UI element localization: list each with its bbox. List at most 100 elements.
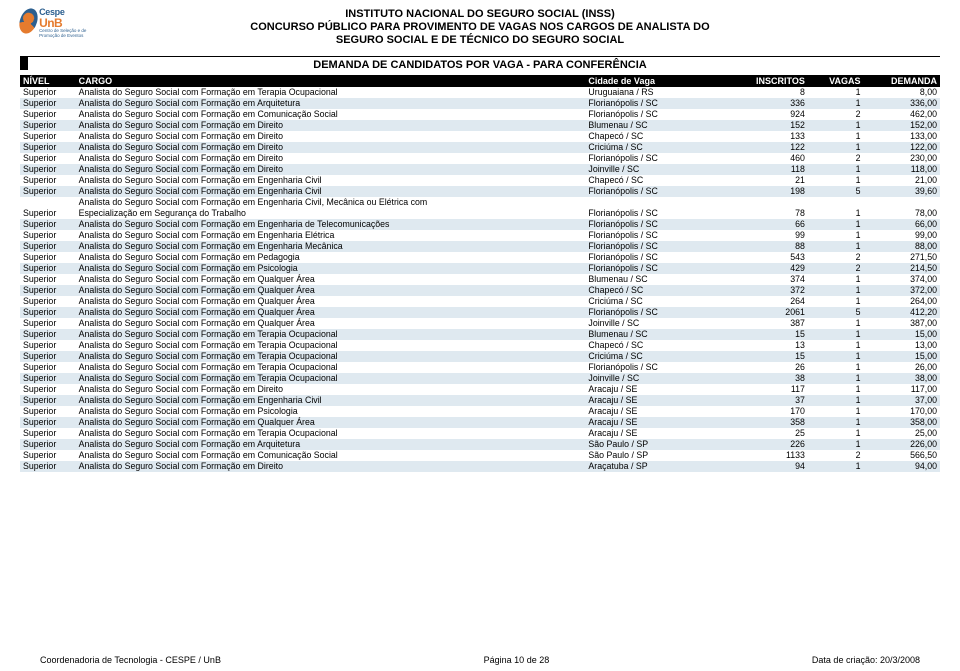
cell-nivel: Superior (20, 373, 76, 384)
cell-inscritos: 264 (736, 296, 808, 307)
cell-cidade: Florianópolis / SC (585, 219, 736, 230)
cell-inscritos: 26 (736, 362, 808, 373)
cell-inscritos: 460 (736, 153, 808, 164)
cell-cidade: Florianópolis / SC (585, 252, 736, 263)
cell-vagas: 1 (808, 241, 864, 252)
cell-nivel: Superior (20, 395, 76, 406)
cell-nivel: Superior (20, 164, 76, 175)
cell-nivel: Superior (20, 131, 76, 142)
cell-inscritos (736, 197, 808, 208)
cell-vagas: 1 (808, 417, 864, 428)
cell-vagas: 1 (808, 461, 864, 472)
table-row: SuperiorAnalista do Seguro Social com Fo… (20, 417, 940, 428)
table-row: SuperiorAnalista do Seguro Social com Fo… (20, 307, 940, 318)
cell-vagas: 1 (808, 230, 864, 241)
cell-nivel (20, 197, 76, 208)
cell-inscritos: 387 (736, 318, 808, 329)
logo-subtitle: Centro de Seleção e de Promoção de Event… (39, 29, 100, 38)
cell-cargo: Analista do Seguro Social com Formação e… (76, 307, 586, 318)
cell-cidade: Blumenau / SC (585, 329, 736, 340)
cell-cargo: Analista do Seguro Social com Formação e… (76, 417, 586, 428)
cell-cargo: Analista do Seguro Social com Formação e… (76, 406, 586, 417)
table-row: SuperiorAnalista do Seguro Social com Fo… (20, 153, 940, 164)
cell-inscritos: 13 (736, 340, 808, 351)
cell-vagas: 2 (808, 263, 864, 274)
cell-inscritos: 38 (736, 373, 808, 384)
cell-nivel: Superior (20, 362, 76, 373)
col-header-demanda: DEMANDA (863, 75, 940, 87)
cell-vagas: 1 (808, 395, 864, 406)
cell-nivel: Superior (20, 439, 76, 450)
cell-nivel: Superior (20, 142, 76, 153)
cell-vagas: 1 (808, 208, 864, 219)
cell-cidade: Aracaju / SE (585, 406, 736, 417)
cell-vagas: 1 (808, 318, 864, 329)
table-row: SuperiorAnalista do Seguro Social com Fo… (20, 241, 940, 252)
cell-cidade: Joinville / SC (585, 164, 736, 175)
table-row: SuperiorAnalista do Seguro Social com Fo… (20, 109, 940, 120)
table-row: SuperiorAnalista do Seguro Social com Fo… (20, 98, 940, 109)
cell-nivel: Superior (20, 296, 76, 307)
table-row: SuperiorAnalista do Seguro Social com Fo… (20, 428, 940, 439)
cell-inscritos: 226 (736, 439, 808, 450)
cell-cidade: Florianópolis / SC (585, 230, 736, 241)
table-row: SuperiorAnalista do Seguro Social com Fo… (20, 164, 940, 175)
cell-nivel: Superior (20, 219, 76, 230)
table-row: SuperiorAnalista do Seguro Social com Fo… (20, 384, 940, 395)
cell-vagas: 1 (808, 164, 864, 175)
cell-demanda (863, 197, 940, 208)
cell-vagas: 2 (808, 153, 864, 164)
cell-demanda: 122,00 (863, 142, 940, 153)
logo-swirl-icon (16, 6, 41, 36)
cell-nivel: Superior (20, 98, 76, 109)
cell-vagas: 1 (808, 274, 864, 285)
table-row: SuperiorAnalista do Seguro Social com Fo… (20, 406, 940, 417)
cell-nivel: Superior (20, 87, 76, 98)
cell-demanda: 37,00 (863, 395, 940, 406)
cell-inscritos: 66 (736, 219, 808, 230)
table-row: SuperiorAnalista do Seguro Social com Fo… (20, 318, 940, 329)
table-row: SuperiorAnalista do Seguro Social com Fo… (20, 87, 940, 98)
cell-inscritos: 37 (736, 395, 808, 406)
table-body: SuperiorAnalista do Seguro Social com Fo… (20, 87, 940, 472)
cell-cidade: Aracaju / SE (585, 384, 736, 395)
cell-nivel: Superior (20, 252, 76, 263)
cell-cidade: Florianópolis / SC (585, 109, 736, 120)
cell-cargo: Analista do Seguro Social com Formação e… (76, 252, 586, 263)
cell-demanda: 230,00 (863, 153, 940, 164)
cell-cidade: Chapecó / SC (585, 175, 736, 186)
cell-cidade: Criciúma / SC (585, 351, 736, 362)
footer-left: Coordenadoria de Tecnologia - CESPE / Un… (40, 655, 221, 665)
cell-vagas: 2 (808, 109, 864, 120)
table-row: SuperiorEspecialização em Segurança do T… (20, 208, 940, 219)
cell-vagas: 1 (808, 131, 864, 142)
cell-cidade: Florianópolis / SC (585, 241, 736, 252)
cell-cargo: Analista do Seguro Social com Formação e… (76, 230, 586, 241)
col-header-vagas: VAGAS (808, 75, 864, 87)
cell-vagas: 1 (808, 87, 864, 98)
cell-inscritos: 118 (736, 164, 808, 175)
header-line-2: CONCURSO PÚBLICO PARA PROVIMENTO DE VAGA… (100, 21, 860, 34)
cell-demanda: 264,00 (863, 296, 940, 307)
cell-inscritos: 99 (736, 230, 808, 241)
cell-demanda: 66,00 (863, 219, 940, 230)
cell-demanda: 226,00 (863, 439, 940, 450)
cell-inscritos: 170 (736, 406, 808, 417)
cell-vagas: 5 (808, 307, 864, 318)
cell-demanda: 387,00 (863, 318, 940, 329)
cell-vagas: 1 (808, 142, 864, 153)
cell-inscritos: 924 (736, 109, 808, 120)
cell-inscritos: 372 (736, 285, 808, 296)
cell-inscritos: 374 (736, 274, 808, 285)
table-row: SuperiorAnalista do Seguro Social com Fo… (20, 461, 940, 472)
cell-nivel: Superior (20, 175, 76, 186)
cell-vagas: 2 (808, 252, 864, 263)
cell-nivel: Superior (20, 241, 76, 252)
table-row: SuperiorAnalista do Seguro Social com Fo… (20, 230, 940, 241)
cell-cidade: Florianópolis / SC (585, 186, 736, 197)
section-title-text: DEMANDA DE CANDIDATOS POR VAGA - PARA CO… (313, 59, 646, 71)
cell-nivel: Superior (20, 406, 76, 417)
table-row: SuperiorAnalista do Seguro Social com Fo… (20, 340, 940, 351)
cell-nivel: Superior (20, 417, 76, 428)
cell-demanda: 88,00 (863, 241, 940, 252)
